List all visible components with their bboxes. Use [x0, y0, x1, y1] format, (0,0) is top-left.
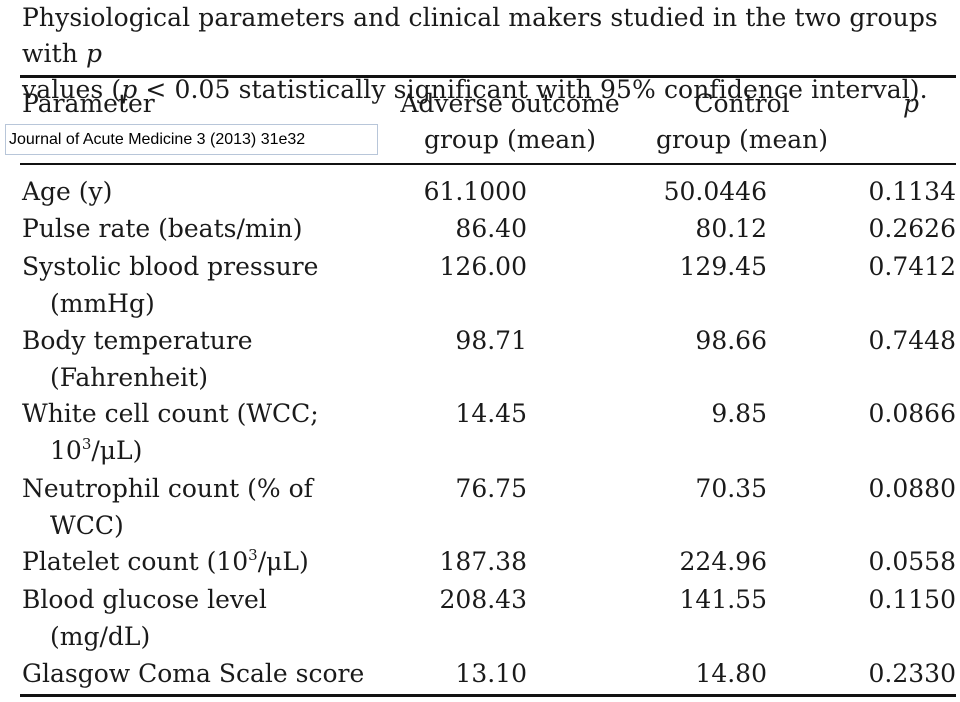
row-control-mean: 80.12 — [695, 214, 767, 243]
row-parameter: Body temperature — [22, 326, 253, 355]
row-p-value: 0.0558 — [868, 547, 956, 576]
row-adverse-mean: 208.43 — [439, 585, 527, 614]
row-p-value: 0.2626 — [868, 214, 956, 243]
row-control-mean: 14.80 — [695, 659, 767, 688]
table-bottom-rule — [20, 694, 956, 697]
header-control: Control group (mean) — [642, 86, 842, 158]
journal-citation-label: Journal of Acute Medicine 3 (2013) 31e32 — [5, 124, 378, 155]
row-control-mean: 224.96 — [679, 547, 767, 576]
row-parameter: Neutrophil count (% of — [22, 474, 313, 503]
header-adverse-outcome: Adverse outcome group (mean) — [390, 86, 630, 158]
row-adverse-mean: 14.45 — [455, 399, 527, 428]
unit-base: 10 — [50, 436, 82, 465]
table-top-rule — [20, 75, 956, 78]
header-control-line-2: group (mean) — [655, 125, 829, 154]
row-adverse-mean: 86.40 — [455, 214, 527, 243]
header-p: p — [902, 89, 919, 118]
row-parameter: Blood glucose level — [22, 585, 267, 614]
row-parameter-continued: WCC) — [50, 511, 124, 540]
row-parameter: Platelet count (103/μL) — [22, 543, 309, 580]
caption-text: Physiological parameters and clinical ma… — [22, 3, 938, 68]
row-parameter-continued: (mg/dL) — [50, 622, 151, 651]
row-adverse-mean: 13.10 — [455, 659, 527, 688]
row-control-mean: 98.66 — [695, 326, 767, 355]
row-parameter-continued: 103/μL) — [50, 432, 142, 469]
caption-p-symbol: p — [121, 75, 138, 104]
row-parameter: Age (y) — [22, 177, 113, 206]
row-p-value: 0.7412 — [868, 252, 956, 281]
header-parameter: Parameter — [22, 89, 155, 118]
row-adverse-mean: 76.75 — [455, 474, 527, 503]
table-header-rule — [20, 163, 956, 165]
row-parameter: Systolic blood pressure — [22, 252, 319, 281]
row-parameter: Pulse rate (beats/min) — [22, 214, 303, 243]
row-p-value: 0.0866 — [868, 399, 956, 428]
row-p-value: 0.2330 — [868, 659, 956, 688]
row-adverse-mean: 126.00 — [439, 252, 527, 281]
unit-exponent: 3 — [248, 546, 258, 564]
header-adverse-line-1: Adverse outcome — [400, 89, 620, 118]
row-adverse-mean: 61.1000 — [423, 177, 527, 206]
row-p-value: 0.0880 — [868, 474, 956, 503]
caption-line-2: values (p < 0.05 statistically significa… — [22, 72, 947, 108]
row-parameter: White cell count (WCC; — [22, 399, 319, 428]
caption-line-1: Physiological parameters and clinical ma… — [22, 0, 947, 72]
row-adverse-mean: 98.71 — [455, 326, 527, 355]
header-control-line-1: Control — [694, 89, 790, 118]
row-control-mean: 129.45 — [679, 252, 767, 281]
unit-rest: /μL) — [91, 436, 143, 465]
caption-p-symbol: p — [86, 39, 103, 68]
row-control-mean: 9.85 — [711, 399, 767, 428]
unit-rest: /μL) — [257, 547, 309, 576]
row-parameter: Glasgow Coma Scale score — [22, 659, 365, 688]
row-parameter-continued: (mmHg) — [50, 289, 155, 318]
parameter-text: Platelet count (10 — [22, 547, 249, 576]
row-p-value: 0.7448 — [868, 326, 956, 355]
caption-text: < 0.05 statistically significant with 95… — [137, 75, 928, 104]
row-control-mean: 141.55 — [679, 585, 767, 614]
table-caption: Physiological parameters and clinical ma… — [22, 0, 947, 108]
row-p-value: 0.1134 — [868, 177, 956, 206]
row-p-value: 0.1150 — [868, 585, 956, 614]
caption-text: values ( — [22, 75, 122, 104]
row-adverse-mean: 187.38 — [439, 547, 527, 576]
header-adverse-line-2: group (mean) — [423, 125, 597, 154]
row-parameter-continued: (Fahrenheit) — [50, 363, 208, 392]
unit-exponent: 3 — [81, 435, 92, 453]
row-control-mean: 50.0446 — [663, 177, 767, 206]
row-control-mean: 70.35 — [695, 474, 767, 503]
